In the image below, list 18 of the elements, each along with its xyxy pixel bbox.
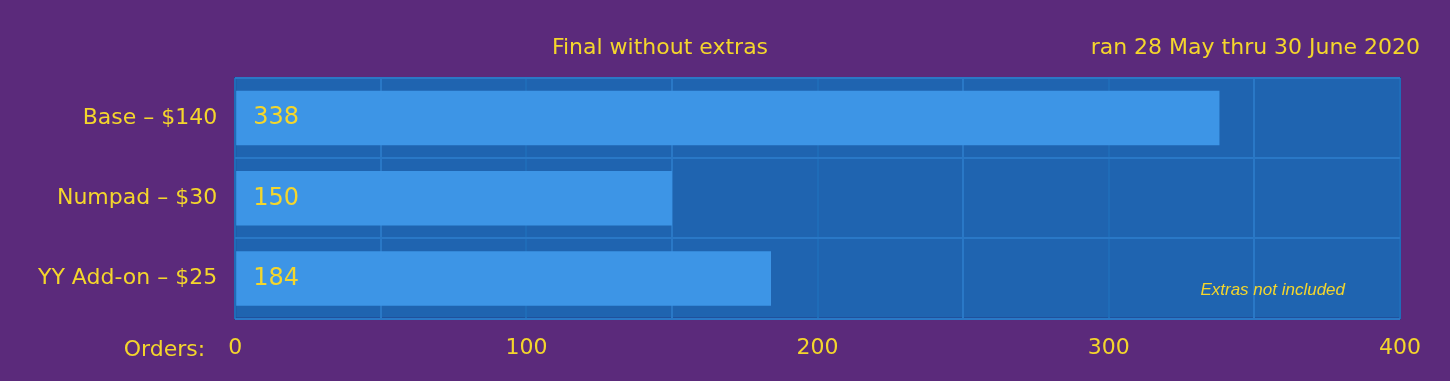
data-label: 184 xyxy=(253,262,299,291)
y-tick-label: Numpad – $30 xyxy=(56,184,218,210)
annotation: Extras not included xyxy=(1200,280,1346,300)
data-label: 338 xyxy=(253,102,299,131)
x-tick-label: 400 xyxy=(1379,333,1421,359)
y-tick-label: Base – $140 xyxy=(82,103,218,129)
bar xyxy=(236,171,672,226)
x-axis-title: Orders: xyxy=(123,336,206,362)
y-tick-label: YY Add-on – $25 xyxy=(36,264,218,290)
chart-title: Final without extras xyxy=(551,33,769,59)
x-tick-label: 200 xyxy=(796,333,839,359)
x-tick-label: 300 xyxy=(1087,333,1130,359)
data-label: 150 xyxy=(253,182,299,211)
x-tick-label: 0 xyxy=(228,333,243,359)
bar xyxy=(236,251,771,306)
bar xyxy=(236,90,1220,146)
chart-subtitle: ran 28 May thru 30 June 2020 xyxy=(1090,33,1420,59)
x-tick-label: 100 xyxy=(505,333,548,359)
